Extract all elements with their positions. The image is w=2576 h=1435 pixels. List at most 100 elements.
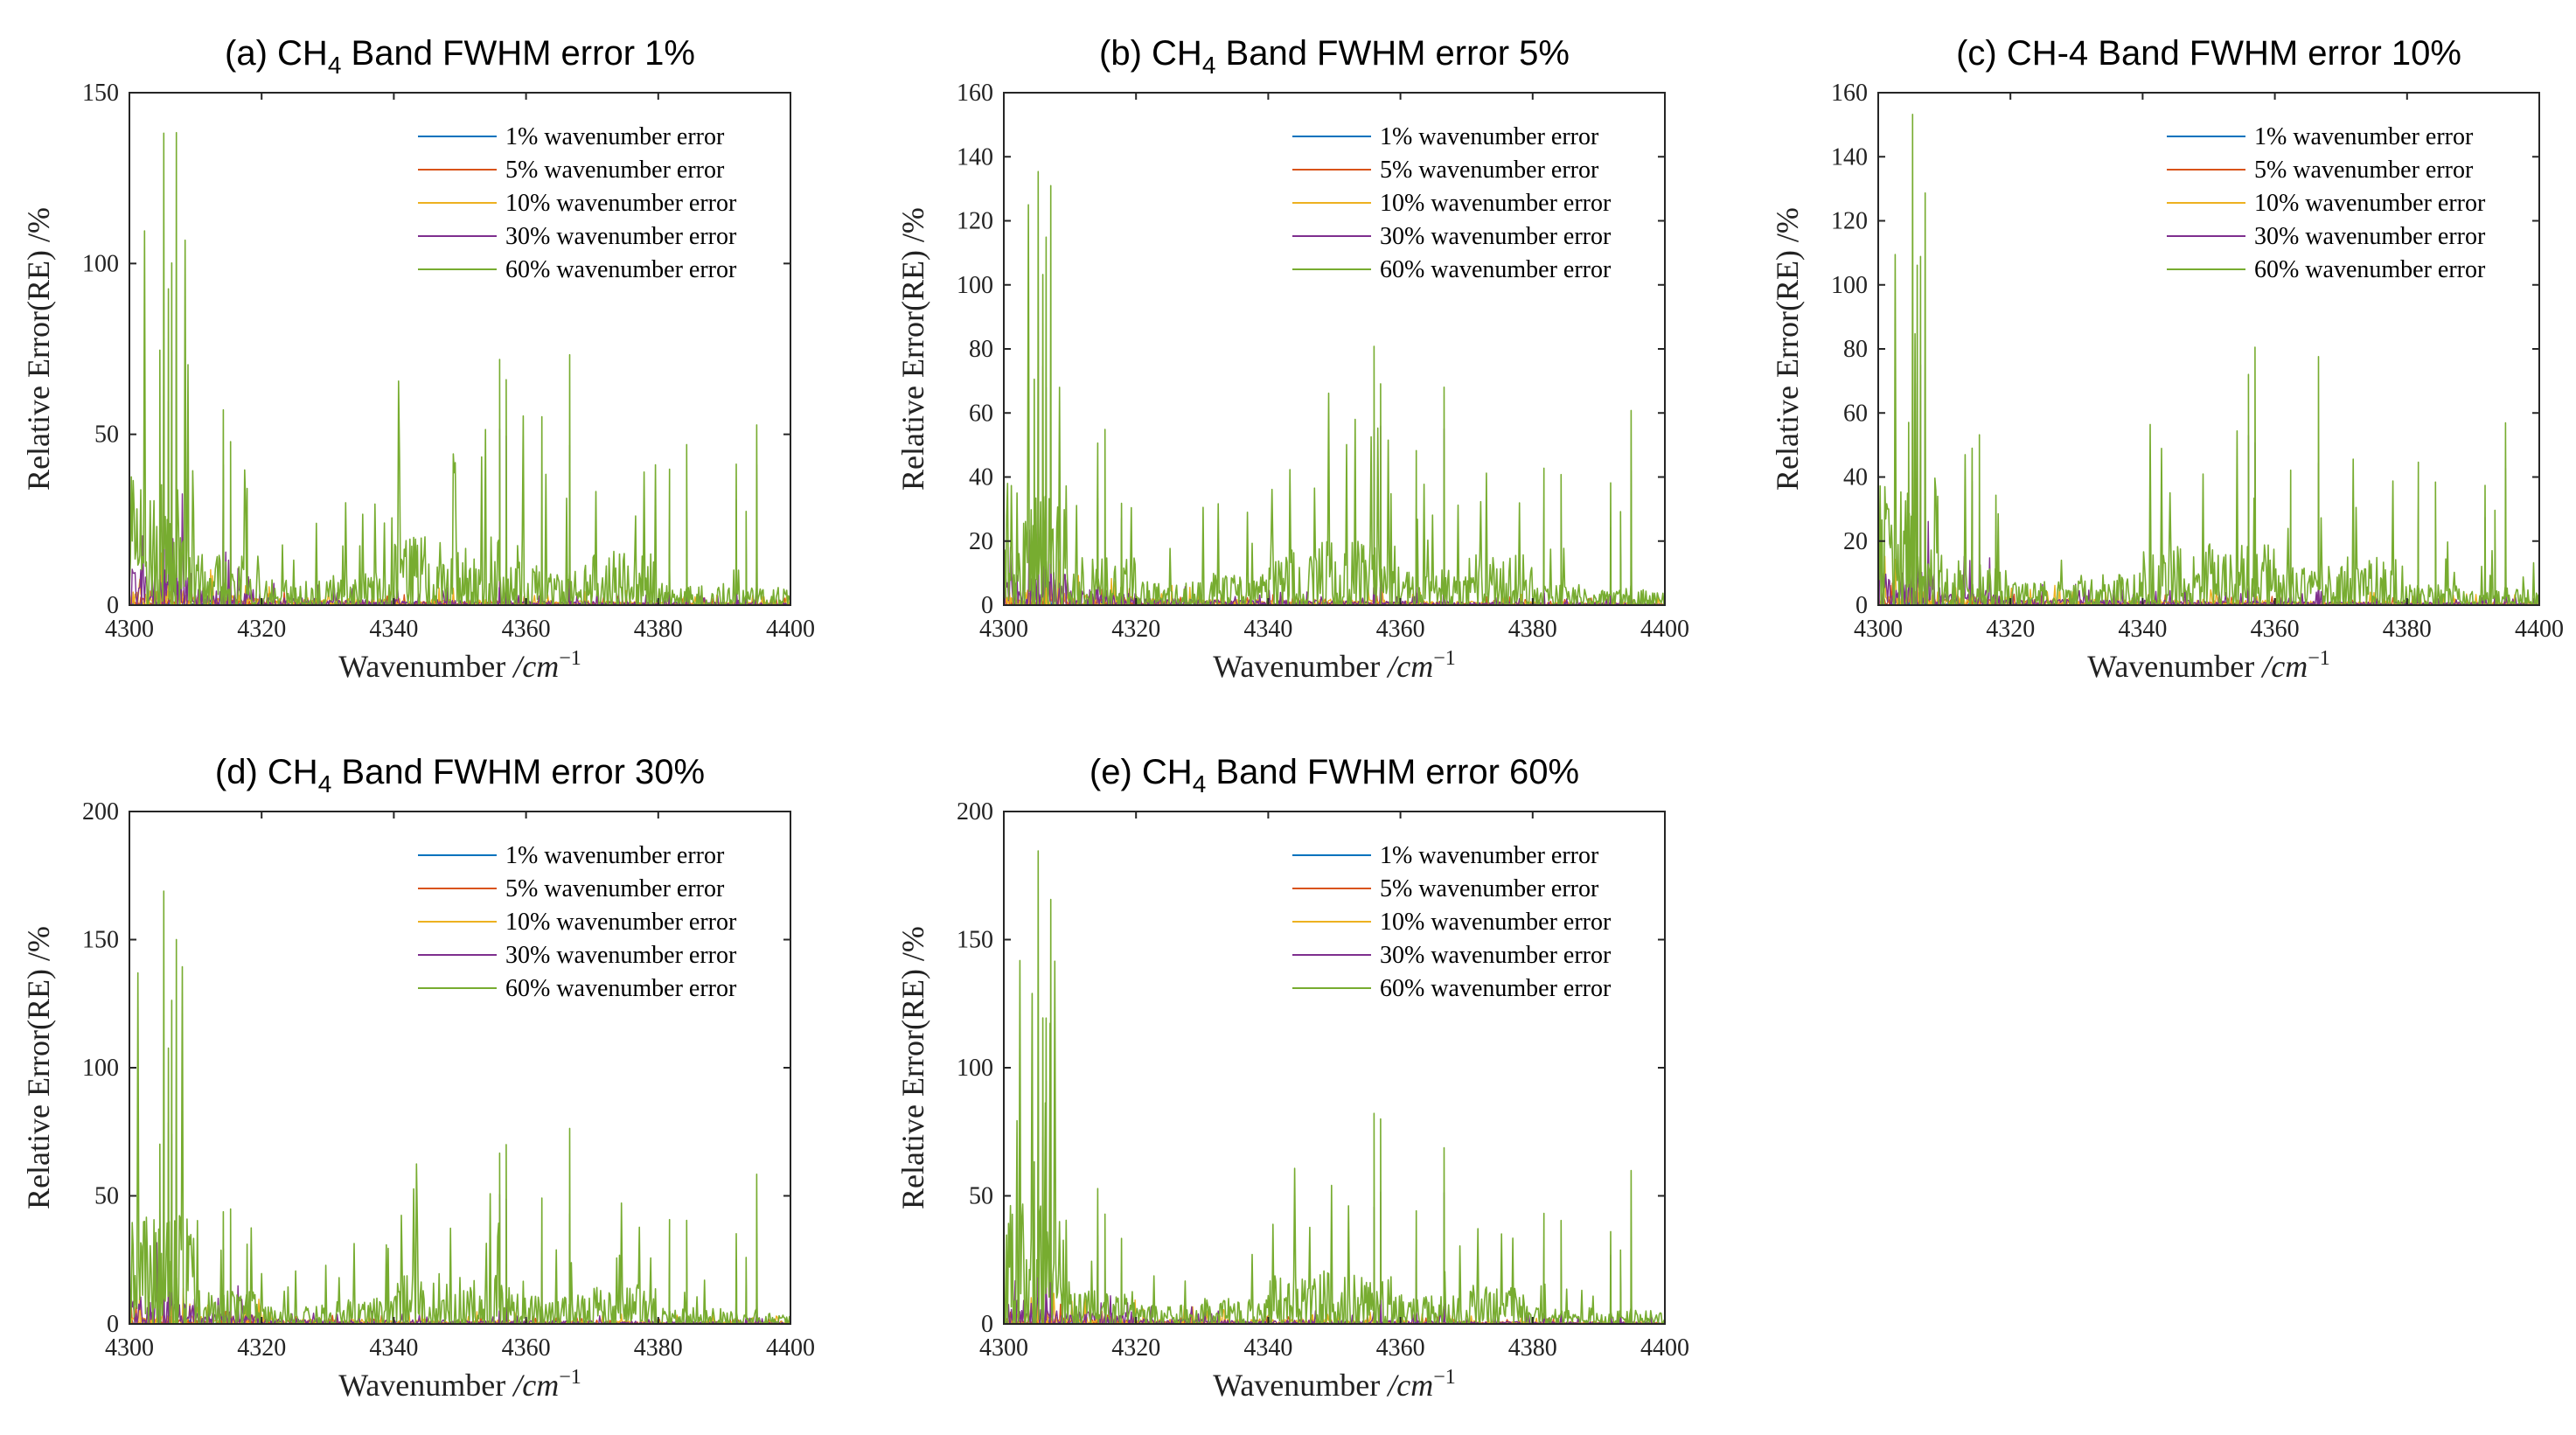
y-tick-label: 80 (969, 336, 993, 363)
legend: 1% wavenumber error 5% wavenumber error 10… (1292, 842, 1612, 1002)
legend-label: 30% wavenumber error (1380, 223, 1612, 250)
legend-label: 10% wavenumber error (505, 190, 737, 217)
x-tick-label: 4400 (2515, 616, 2564, 643)
x-tick-label: 4360 (502, 1334, 551, 1362)
y-tick-label: 40 (969, 464, 993, 491)
x-tick-label: 4400 (766, 616, 815, 643)
x-axis-label-exponent: −1 (559, 1366, 581, 1389)
x-tick-label: 4380 (634, 1334, 683, 1362)
legend-label: 10% wavenumber error (505, 909, 737, 936)
x-tick-label: 4300 (105, 1334, 154, 1362)
x-tick-label: 4340 (1243, 616, 1292, 643)
legend-label: 5% wavenumber error (1380, 157, 1599, 184)
x-axis-label-exponent: −1 (2308, 647, 2330, 670)
y-tick-label: 0 (107, 592, 119, 619)
chart-title-text: (b) CH (1099, 34, 1202, 73)
x-tick-label: 4320 (237, 1334, 286, 1362)
x-axis-label-text: Wavenumber (1213, 1368, 1388, 1403)
x-tick-label: 4400 (766, 1334, 815, 1362)
x-tick-label: 4340 (369, 616, 418, 643)
x-tick-label: 4360 (1376, 616, 1425, 643)
x-axis-label: Wavenumber /cm−1 (338, 1366, 581, 1403)
x-tick-label: 4320 (1111, 1334, 1160, 1362)
y-tick-label: 60 (1843, 400, 1868, 427)
y-tick-label: 100 (82, 1055, 119, 1082)
x-tick-label: 4380 (2383, 616, 2432, 643)
legend-label: 30% wavenumber error (2254, 223, 2486, 250)
legend-label: 30% wavenumber error (505, 223, 737, 250)
legend-label: 5% wavenumber error (505, 875, 725, 902)
x-tick-label: 4300 (1854, 616, 1903, 643)
x-tick-label: 4400 (1640, 1334, 1689, 1362)
x-axis-label-text: Wavenumber (338, 649, 513, 684)
y-tick-label: 0 (107, 1311, 119, 1338)
legend-label: 60% wavenumber error (505, 975, 737, 1002)
legend-label: 60% wavenumber error (1380, 256, 1612, 283)
series-line (129, 890, 790, 1324)
y-axis-label: Relative Error(RE) /% (1770, 207, 1805, 491)
y-tick-label: 160 (957, 80, 993, 107)
chart-title-rest: Band FWHM error 60% (1206, 753, 1579, 791)
x-tick-label: 4320 (1986, 616, 2035, 643)
x-axis-label-exponent: −1 (1433, 647, 1456, 670)
legend: 1% wavenumber error 5% wavenumber error 10… (418, 123, 737, 283)
x-axis-label: Wavenumber /cm−1 (2087, 647, 2330, 684)
y-tick-label: 100 (957, 1055, 993, 1082)
y-tick-label: 150 (957, 927, 993, 954)
legend-label: 1% wavenumber error (505, 123, 725, 150)
x-tick-label: 4320 (1111, 616, 1160, 643)
x-tick-label: 4400 (1640, 616, 1689, 643)
series-line (129, 270, 790, 605)
series-line (1004, 281, 1665, 605)
y-tick-label: 60 (969, 400, 993, 427)
y-axis-label: Relative Error(RE) /% (895, 926, 930, 1209)
y-tick-label: 120 (1831, 208, 1868, 235)
axes-box (129, 92, 791, 606)
legend-label: 5% wavenumber error (1380, 875, 1599, 902)
y-tick-label: 0 (981, 592, 993, 619)
y-tick-label: 50 (94, 421, 119, 449)
x-tick-label: 4320 (237, 616, 286, 643)
chart-title: (c) CH-4 Band FWHM error 10% (1956, 34, 2461, 73)
chart-title-subscript: 4 (1193, 770, 1207, 798)
x-axis-label-unit: /cm (2260, 649, 2308, 684)
x-tick-label: 4340 (2118, 616, 2167, 643)
y-tick-label: 50 (94, 1183, 119, 1210)
x-tick-label: 4380 (634, 616, 683, 643)
y-tick-label: 140 (957, 143, 993, 171)
legend-label: 10% wavenumber error (1380, 190, 1612, 217)
y-tick-label: 20 (1843, 528, 1868, 555)
legend-label: 60% wavenumber error (505, 256, 737, 283)
y-tick-label: 140 (1831, 143, 1868, 171)
y-tick-label: 80 (1843, 336, 1868, 363)
x-tick-label: 4360 (2251, 616, 2300, 643)
x-axis-label-unit: /cm (1386, 649, 1433, 684)
y-tick-label: 120 (957, 208, 993, 235)
legend-label: 1% wavenumber error (2254, 123, 2474, 150)
y-tick-label: 160 (1831, 80, 1868, 107)
y-tick-label: 200 (957, 798, 993, 825)
x-axis-label: Wavenumber /cm−1 (1213, 1366, 1456, 1403)
chart-title-subscript: 4 (1202, 52, 1216, 79)
legend-label: 10% wavenumber error (1380, 909, 1612, 936)
legend-label: 60% wavenumber error (1380, 975, 1612, 1002)
x-tick-label: 4300 (979, 616, 1028, 643)
x-axis-label-text: Wavenumber (2087, 649, 2262, 684)
chart-title: (d) CH4 Band FWHM error 30% (215, 753, 705, 798)
y-tick-label: 40 (1843, 464, 1868, 491)
legend-label: 5% wavenumber error (505, 157, 725, 184)
x-axis-label: Wavenumber /cm−1 (1213, 647, 1456, 684)
y-tick-label: 0 (981, 1311, 993, 1338)
x-axis-label-unit: /cm (512, 649, 559, 684)
x-tick-label: 4300 (105, 616, 154, 643)
x-tick-label: 4360 (1376, 1334, 1425, 1362)
legend-label: 1% wavenumber error (1380, 842, 1599, 869)
y-tick-label: 200 (82, 798, 119, 825)
x-tick-label: 4380 (1508, 1334, 1557, 1362)
x-tick-label: 4360 (502, 616, 551, 643)
chart-title-rest: Band FWHM error 5% (1215, 34, 1570, 73)
y-tick-label: 50 (969, 1183, 993, 1210)
x-axis-label-text: Wavenumber (1213, 649, 1388, 684)
chart-title-text: (d) CH (215, 753, 318, 791)
